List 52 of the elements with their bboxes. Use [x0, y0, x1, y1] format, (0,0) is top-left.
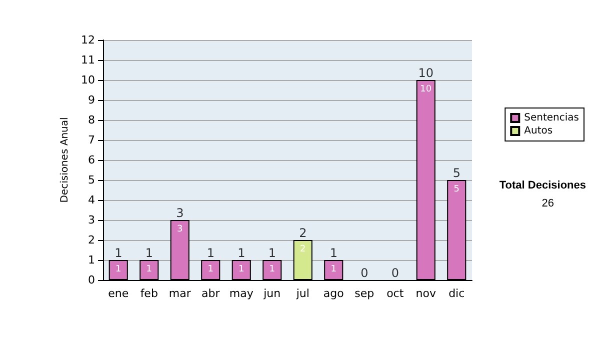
total-label: 0: [360, 266, 368, 280]
y-tick-label: 0: [88, 274, 95, 286]
y-axis-title: Decisiones Anual: [60, 117, 71, 203]
data-label: 1: [238, 264, 244, 274]
total-label: 1: [330, 246, 338, 260]
total-label: 1: [145, 246, 153, 260]
total-label: 1: [238, 246, 246, 260]
y-tick-label: 2: [88, 234, 95, 246]
data-label: 1: [146, 264, 152, 274]
legend-label: Sentencias: [524, 112, 580, 124]
y-tick-label: 9: [88, 94, 95, 106]
x-tick-label: abr: [202, 287, 220, 300]
total-label: 1: [268, 246, 276, 260]
x-tick-label: may: [229, 287, 254, 300]
y-tick-label: 10: [81, 74, 95, 86]
x-tick-label: mar: [168, 287, 192, 300]
x-tick-label: ago: [323, 287, 344, 300]
data-label: 1: [269, 264, 275, 274]
data-label: 2: [300, 244, 306, 254]
y-tick-label: 7: [88, 134, 95, 146]
x-tick-label: ene: [108, 287, 129, 300]
x-tick-label: sep: [354, 287, 374, 300]
y-tick-label: 11: [81, 54, 95, 66]
data-label: 1: [330, 264, 336, 274]
total-label: 10: [418, 66, 434, 80]
total-label: 1: [206, 246, 214, 260]
x-tick-label: jun: [262, 287, 281, 300]
x-tick-label: dic: [448, 287, 465, 300]
legend-label: Autos: [524, 126, 553, 136]
data-label: 10: [420, 84, 432, 94]
y-tick-label: 5: [88, 174, 95, 186]
data-label: 3: [177, 224, 183, 234]
x-tick-label: nov: [416, 287, 436, 300]
data-label: 1: [116, 264, 122, 274]
data-label: 5: [454, 184, 460, 194]
x-tick-label: jul: [295, 287, 310, 300]
text: 26: [542, 198, 554, 210]
y-tick-label: 12: [81, 34, 95, 46]
y-tick-label: 3: [88, 214, 95, 226]
x-tick-label: oct: [386, 287, 404, 300]
text: Total Decisiones: [499, 180, 586, 192]
y-tick-label: 4: [88, 194, 95, 206]
x-tick-label: feb: [140, 287, 158, 300]
data-label: 1: [208, 264, 214, 274]
y-tick-label: 1: [88, 254, 95, 266]
total-label: 0: [391, 266, 399, 280]
y-tick-label: 6: [88, 154, 95, 166]
total-label: 2: [299, 226, 307, 240]
total-label: 5: [452, 166, 460, 180]
y-tick-label: 8: [88, 114, 95, 126]
total-label: 1: [114, 246, 122, 260]
total-label: 3: [176, 206, 184, 220]
